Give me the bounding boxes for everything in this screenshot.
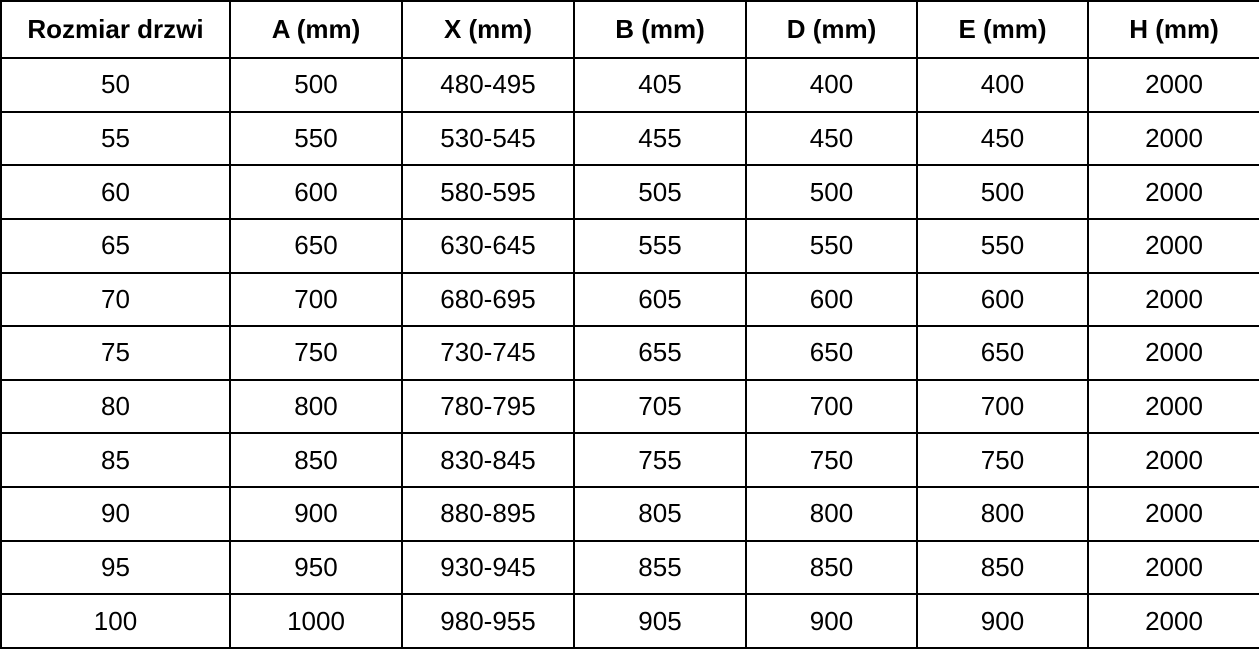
table-cell: 75 <box>0 325 231 381</box>
table-cell: 500 <box>916 164 1089 220</box>
table-cell: 750 <box>916 432 1089 488</box>
table-cell: 850 <box>229 432 403 488</box>
table-row: 80 800 780-795 705 700 700 2000 <box>0 378 1259 435</box>
table-cell: 800 <box>916 486 1089 542</box>
table-cell: 880-895 <box>401 486 575 542</box>
table-cell: 70 <box>0 271 231 328</box>
table-cell: 2000 <box>1087 486 1259 542</box>
table-cell: 750 <box>229 325 403 381</box>
table-cell: 555 <box>573 217 747 274</box>
table-cell: 505 <box>573 164 747 220</box>
column-header-x-mm: X (mm) <box>401 0 575 59</box>
table-cell: 900 <box>229 486 403 542</box>
table-row: 70 700 680-695 605 600 600 2000 <box>0 271 1259 328</box>
table-cell: 900 <box>745 593 918 649</box>
table-cell: 530-545 <box>401 110 575 167</box>
table-cell: 100 <box>0 593 231 649</box>
table-cell: 850 <box>745 539 918 596</box>
table-row: 85 850 830-845 755 750 750 2000 <box>0 432 1259 488</box>
table-cell: 650 <box>745 325 918 381</box>
table-body: 50 500 480-495 405 400 400 2000 55 550 530-545 455… <box>0 57 1259 649</box>
table-cell: 700 <box>229 271 403 328</box>
header-row: Rozmiar drzwi A (mm) X (mm) B (mm) D (mm… <box>0 0 1259 59</box>
column-header-b-mm: B (mm) <box>573 0 747 59</box>
table-cell: 550 <box>229 110 403 167</box>
table-row: 95 950 930-945 855 850 850 2000 <box>0 539 1259 596</box>
table-cell: 2000 <box>1087 271 1259 328</box>
table-cell: 405 <box>573 57 747 113</box>
table-cell: 850 <box>916 539 1089 596</box>
table-row: 60 600 580-595 505 500 500 2000 <box>0 164 1259 220</box>
table-cell: 930-945 <box>401 539 575 596</box>
table-cell: 480-495 <box>401 57 575 113</box>
table-cell: 455 <box>573 110 747 167</box>
table-cell: 2000 <box>1087 110 1259 167</box>
table-cell: 2000 <box>1087 432 1259 488</box>
table-cell: 550 <box>745 217 918 274</box>
table-cell: 730-745 <box>401 325 575 381</box>
table-row: 55 550 530-545 455 450 450 2000 <box>0 110 1259 167</box>
column-header-h-mm: H (mm) <box>1087 0 1259 59</box>
table-cell: 500 <box>229 57 403 113</box>
table-cell: 655 <box>573 325 747 381</box>
table-cell: 2000 <box>1087 57 1259 113</box>
table-cell: 400 <box>745 57 918 113</box>
table-cell: 400 <box>916 57 1089 113</box>
table-cell: 2000 <box>1087 325 1259 381</box>
table-cell: 1000 <box>229 593 403 649</box>
table-cell: 65 <box>0 217 231 274</box>
table-cell: 630-645 <box>401 217 575 274</box>
table-cell: 855 <box>573 539 747 596</box>
table-cell: 800 <box>229 378 403 435</box>
table-cell: 50 <box>0 57 231 113</box>
table-cell: 55 <box>0 110 231 167</box>
table-cell: 600 <box>745 271 918 328</box>
table-cell: 700 <box>916 378 1089 435</box>
table-cell: 60 <box>0 164 231 220</box>
table-cell: 780-795 <box>401 378 575 435</box>
table-cell: 450 <box>745 110 918 167</box>
table-row: 50 500 480-495 405 400 400 2000 <box>0 57 1259 113</box>
table-cell: 605 <box>573 271 747 328</box>
table-cell: 450 <box>916 110 1089 167</box>
table-cell: 580-595 <box>401 164 575 220</box>
column-header-d-mm: D (mm) <box>745 0 918 59</box>
table-cell: 550 <box>916 217 1089 274</box>
table-row: 65 650 630-645 555 550 550 2000 <box>0 217 1259 274</box>
table-cell: 2000 <box>1087 378 1259 435</box>
table-cell: 755 <box>573 432 747 488</box>
table-cell: 500 <box>745 164 918 220</box>
table-cell: 2000 <box>1087 217 1259 274</box>
table-cell: 600 <box>229 164 403 220</box>
table-cell: 750 <box>745 432 918 488</box>
table-cell: 2000 <box>1087 539 1259 596</box>
table-cell: 90 <box>0 486 231 542</box>
table-row: 90 900 880-895 805 800 800 2000 <box>0 486 1259 542</box>
table-cell: 830-845 <box>401 432 575 488</box>
table-cell: 85 <box>0 432 231 488</box>
column-header-e-mm: E (mm) <box>916 0 1089 59</box>
table-cell: 680-695 <box>401 271 575 328</box>
table-cell: 950 <box>229 539 403 596</box>
table-cell: 980-955 <box>401 593 575 649</box>
table-cell: 650 <box>229 217 403 274</box>
table-cell: 95 <box>0 539 231 596</box>
column-header-rozmiar-drzwi: Rozmiar drzwi <box>0 0 231 59</box>
table-cell: 600 <box>916 271 1089 328</box>
table-cell: 905 <box>573 593 747 649</box>
table-row: 75 750 730-745 655 650 650 2000 <box>0 325 1259 381</box>
table-cell: 2000 <box>1087 164 1259 220</box>
column-header-a-mm: A (mm) <box>229 0 403 59</box>
table-cell: 650 <box>916 325 1089 381</box>
table-cell: 700 <box>745 378 918 435</box>
table-row: 100 1000 980-955 905 900 900 2000 <box>0 593 1259 649</box>
table-cell: 2000 <box>1087 593 1259 649</box>
table-cell: 900 <box>916 593 1089 649</box>
table-cell: 805 <box>573 486 747 542</box>
table-cell: 705 <box>573 378 747 435</box>
table-cell: 80 <box>0 378 231 435</box>
table-cell: 800 <box>745 486 918 542</box>
